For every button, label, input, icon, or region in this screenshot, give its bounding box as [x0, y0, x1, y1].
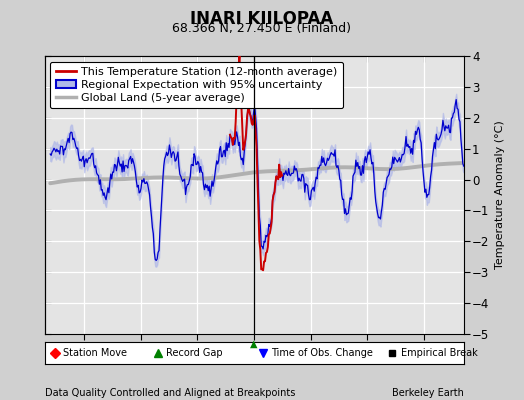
- Text: 68.366 N, 27.450 E (Finland): 68.366 N, 27.450 E (Finland): [172, 22, 352, 35]
- Text: INARI KIILOPAA: INARI KIILOPAA: [190, 10, 334, 28]
- Text: Empirical Break: Empirical Break: [401, 348, 477, 358]
- Text: Station Move: Station Move: [63, 348, 127, 358]
- Text: Data Quality Controlled and Aligned at Breakpoints: Data Quality Controlled and Aligned at B…: [45, 388, 295, 398]
- Text: Berkeley Earth: Berkeley Earth: [392, 388, 464, 398]
- Legend: This Temperature Station (12-month average), Regional Expectation with 95% uncer: This Temperature Station (12-month avera…: [50, 62, 343, 108]
- Text: Record Gap: Record Gap: [166, 348, 223, 358]
- Y-axis label: Temperature Anomaly (°C): Temperature Anomaly (°C): [495, 121, 505, 269]
- Text: ▲: ▲: [250, 339, 258, 349]
- Text: Time of Obs. Change: Time of Obs. Change: [271, 348, 373, 358]
